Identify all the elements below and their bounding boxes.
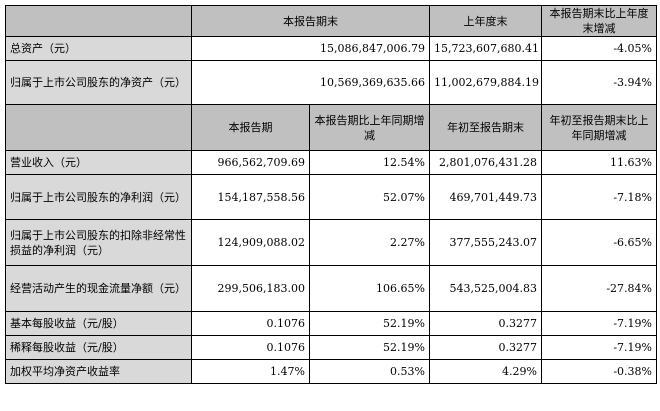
- table-row: 归属于上市公司股东的扣除非经常性损益的净利润（元） 124,909,088.02…: [5, 219, 657, 266]
- row-label: 稀释每股收益（元/股）: [5, 335, 192, 360]
- cell-period: 1.47%: [191, 359, 310, 384]
- bottom-header-period: 本报告期: [191, 104, 310, 151]
- cell-period-change: 106.65%: [309, 265, 430, 312]
- top-header-blank: [5, 5, 192, 37]
- cell-period-change: 52.19%: [309, 311, 430, 336]
- table-row: 归属于上市公司股东的净利润（元） 154,187,558.56 52.07% 4…: [5, 174, 657, 220]
- cell-ytd: 0.3277: [429, 311, 542, 336]
- row-label: 归属于上市公司股东的净利润（元）: [5, 174, 192, 220]
- cell-ytd: 0.3277: [429, 335, 542, 360]
- cell-ytd-change: -7.19%: [541, 311, 657, 336]
- row-label: 基本每股收益（元/股）: [5, 311, 192, 336]
- row-label: 总资产（元）: [5, 36, 192, 61]
- cell-ytd: 2,801,076,431.28: [429, 150, 542, 175]
- cell-period-change: 2.27%: [309, 219, 430, 266]
- cell-period-change: 52.19%: [309, 335, 430, 360]
- financial-summary-table: 本报告期末 上年度末 本报告期末比上年度末增减 总资产（元） 15,086,84…: [5, 5, 657, 384]
- cell-ytd-change: -27.84%: [541, 265, 657, 312]
- cell-current: 15,086,847,006.79: [191, 36, 430, 61]
- cell-ytd: 469,701,449.73: [429, 174, 542, 220]
- table-row: 归属于上市公司股东的净资产（元） 10,569,369,635.66 11,00…: [5, 60, 657, 105]
- cell-ytd-change: -7.19%: [541, 335, 657, 360]
- row-label: 加权平均净资产收益率: [5, 359, 192, 384]
- cell-period: 0.1076: [191, 311, 310, 336]
- bottom-header-row: 本报告期 本报告期比上年同期增减 年初至报告期末 年初至报告期末比上年同期增减: [5, 104, 657, 151]
- bottom-header-blank: [5, 104, 192, 151]
- cell-period: 124,909,088.02: [191, 219, 310, 266]
- table-row: 基本每股收益（元/股） 0.1076 52.19% 0.3277 -7.19%: [5, 311, 657, 336]
- cell-period: 299,506,183.00: [191, 265, 310, 312]
- financial-summary-table-container: 本报告期末 上年度末 本报告期末比上年度末增减 总资产（元） 15,086,84…: [5, 5, 657, 384]
- table-row: 总资产（元） 15,086,847,006.79 15,723,607,680.…: [5, 36, 657, 61]
- cell-ytd: 377,555,243.07: [429, 219, 542, 266]
- row-label: 归属于上市公司股东的净资产（元）: [5, 60, 192, 105]
- row-label: 经营活动产生的现金流量净额（元）: [5, 265, 192, 312]
- table-row: 营业收入（元） 966,562,709.69 12.54% 2,801,076,…: [5, 150, 657, 175]
- table-row: 加权平均净资产收益率 1.47% 0.53% 4.29% -0.38%: [5, 359, 657, 384]
- bottom-header-period-change: 本报告期比上年同期增减: [309, 104, 430, 151]
- bottom-header-ytd: 年初至报告期末: [429, 104, 542, 151]
- top-header-current-period-end: 本报告期末: [191, 5, 430, 37]
- cell-prior: 11,002,679,884.19: [429, 60, 542, 105]
- cell-change: -4.05%: [541, 36, 657, 61]
- top-header-row: 本报告期末 上年度末 本报告期末比上年度末增减: [5, 5, 657, 37]
- cell-current: 10,569,369,635.66: [191, 60, 430, 105]
- cell-period: 0.1076: [191, 335, 310, 360]
- cell-ytd-change: 11.63%: [541, 150, 657, 175]
- cell-prior: 15,723,607,680.41: [429, 36, 542, 61]
- table-row: 稀释每股收益（元/股） 0.1076 52.19% 0.3277 -7.19%: [5, 335, 657, 360]
- cell-period: 966,562,709.69: [191, 150, 310, 175]
- cell-period: 154,187,558.56: [191, 174, 310, 220]
- cell-period-change: 52.07%: [309, 174, 430, 220]
- top-header-prior-year-end: 上年度末: [429, 5, 542, 37]
- cell-ytd: 4.29%: [429, 359, 542, 384]
- cell-ytd: 543,525,004.83: [429, 265, 542, 312]
- bottom-header-ytd-change: 年初至报告期末比上年同期增减: [541, 104, 657, 151]
- cell-change: -3.94%: [541, 60, 657, 105]
- row-label: 归属于上市公司股东的扣除非经常性损益的净利润（元）: [5, 219, 192, 266]
- cell-ytd-change: -6.65%: [541, 219, 657, 266]
- top-header-change: 本报告期末比上年度末增减: [541, 5, 657, 37]
- cell-period-change: 12.54%: [309, 150, 430, 175]
- row-label: 营业收入（元）: [5, 150, 192, 175]
- cell-ytd-change: -0.38%: [541, 359, 657, 384]
- table-row: 经营活动产生的现金流量净额（元） 299,506,183.00 106.65% …: [5, 265, 657, 312]
- cell-ytd-change: -7.18%: [541, 174, 657, 220]
- cell-period-change: 0.53%: [309, 359, 430, 384]
